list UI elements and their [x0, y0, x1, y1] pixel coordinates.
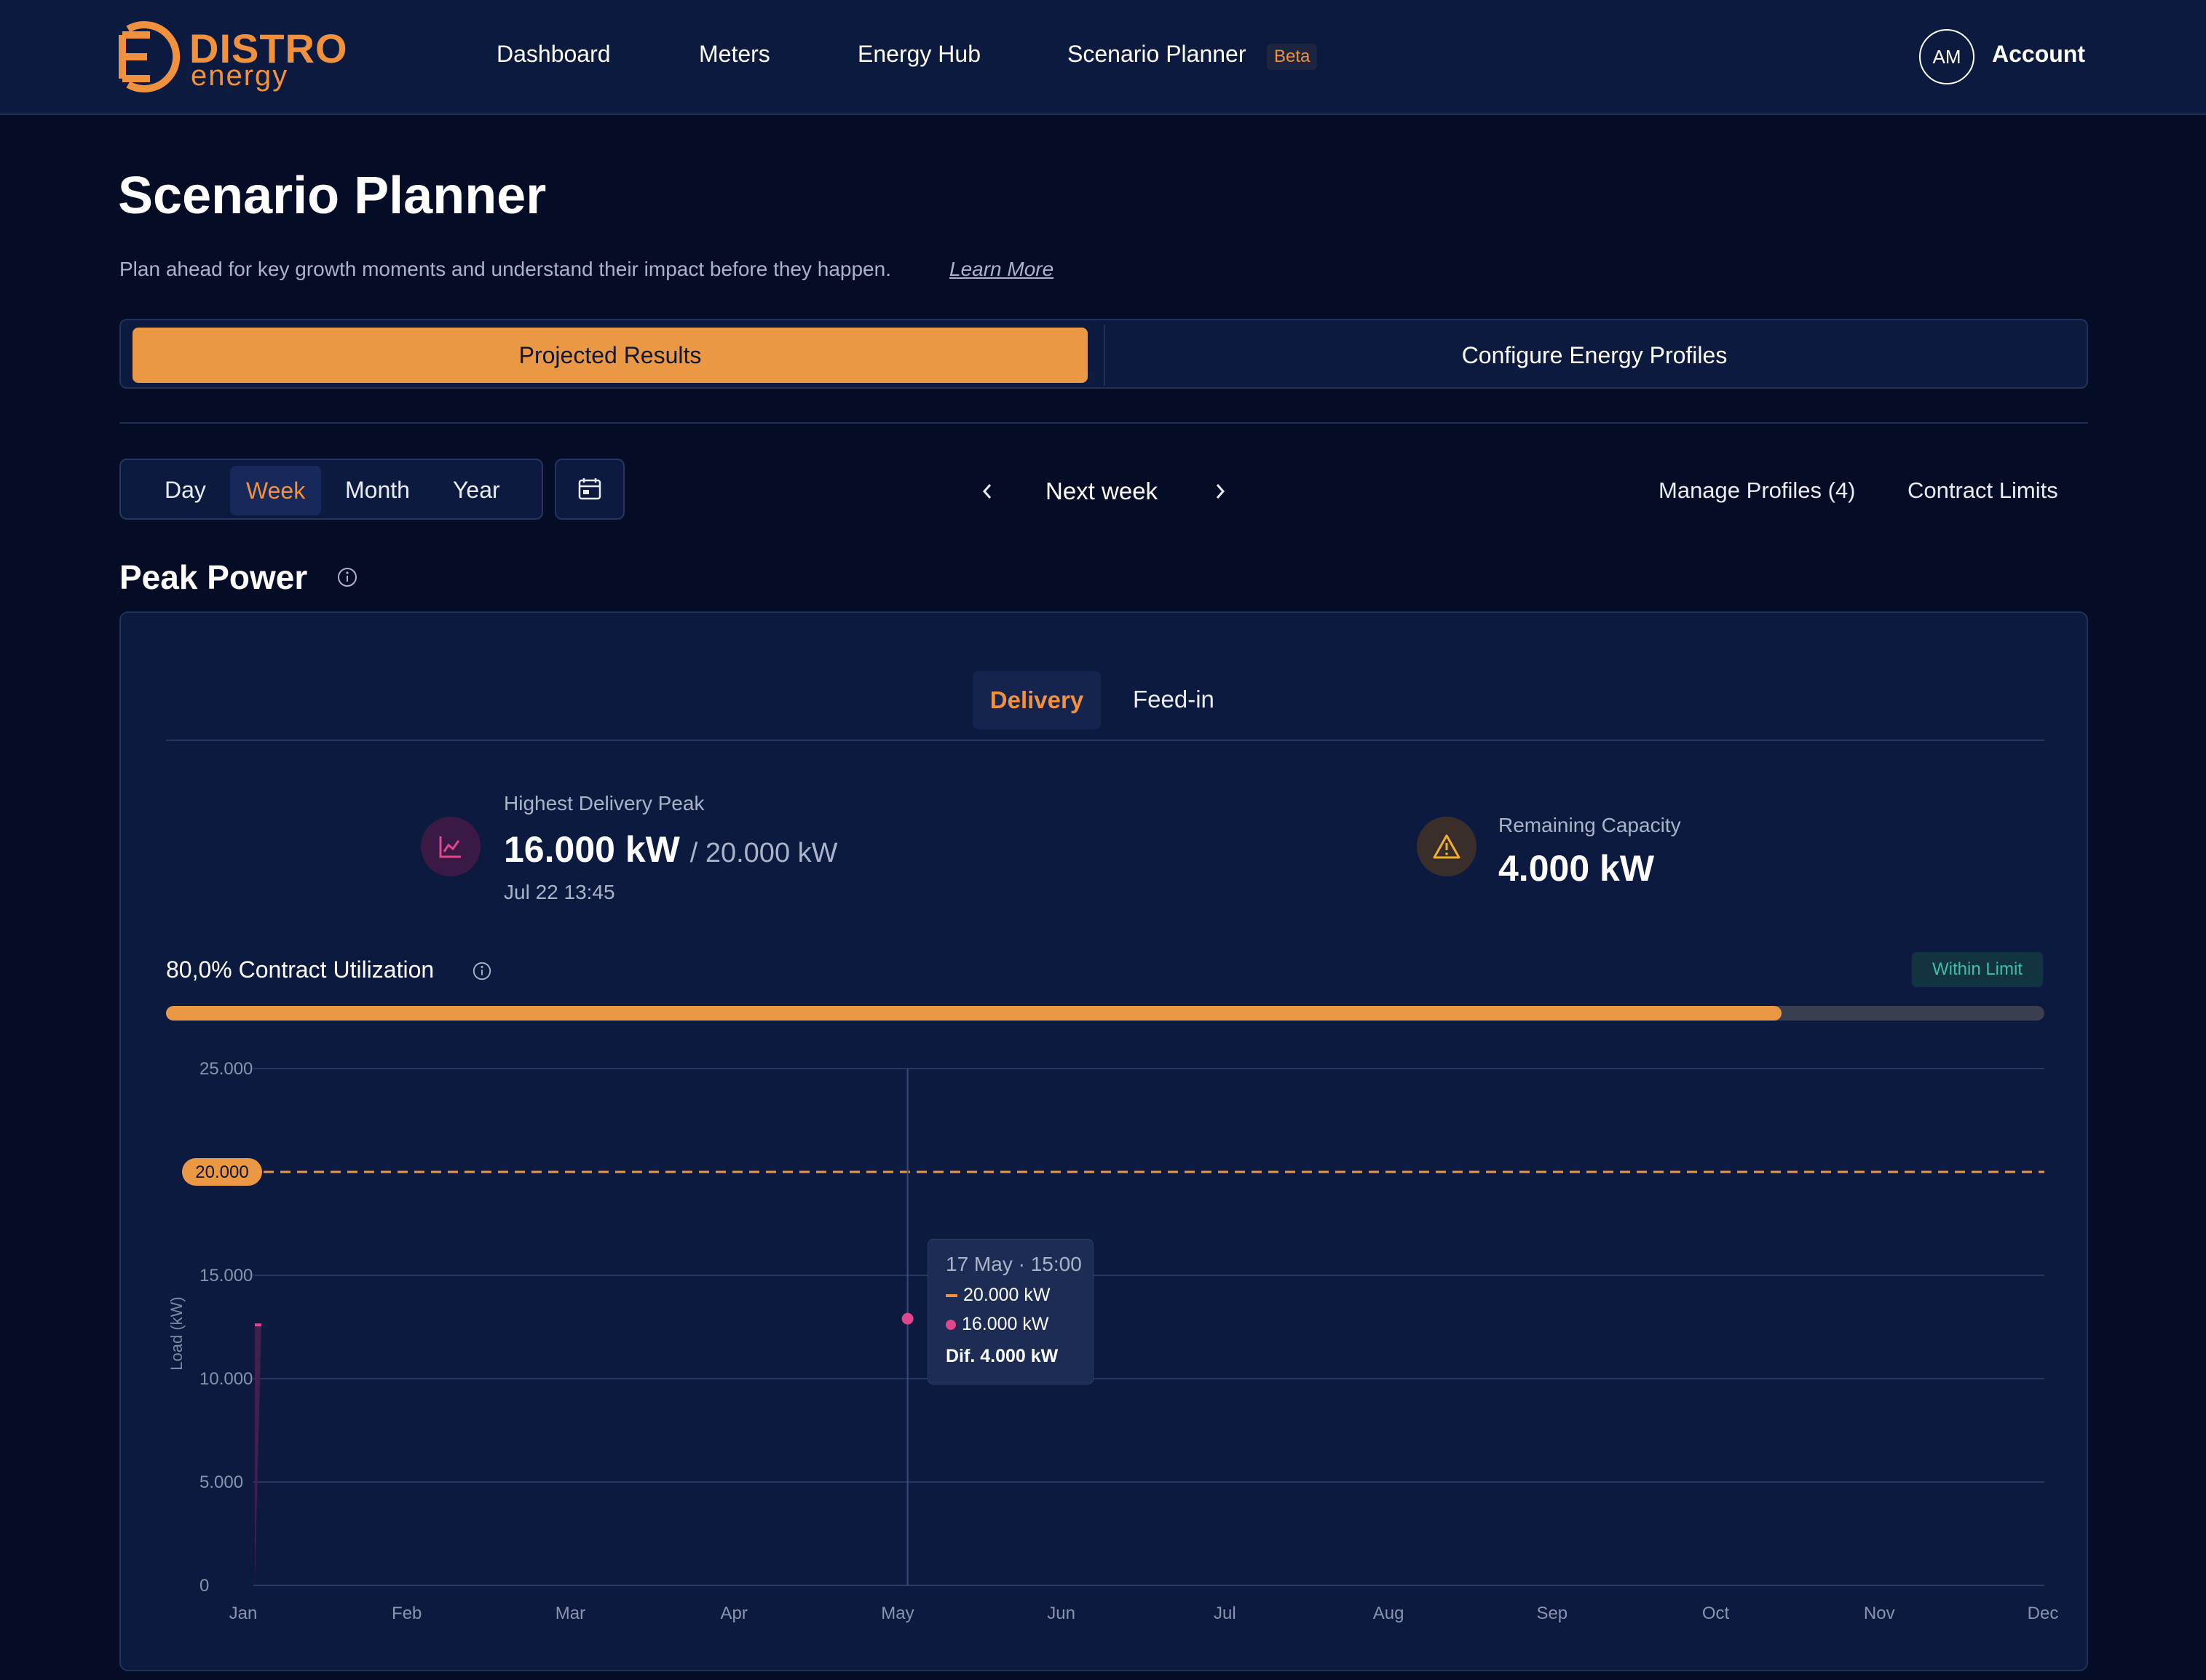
series-area	[255, 1325, 261, 1585]
section-title-peak-power: Peak Power	[119, 558, 308, 596]
limit-legend-dash	[946, 1294, 957, 1298]
peak-stat-value-group: 16.000 kW / 20.000 kW	[504, 828, 838, 871]
x-tick-label: Mar	[556, 1604, 585, 1623]
utilization-label: 80,0% Contract Utilization	[166, 956, 435, 983]
range-year[interactable]: Year	[453, 477, 500, 503]
y-tick-label: 10.000	[199, 1369, 253, 1389]
nav-energy-hub[interactable]: Energy Hub	[858, 41, 981, 67]
remaining-stat-icon-wrap	[1417, 817, 1476, 876]
page-subtitle: Plan ahead for key growth moments and un…	[119, 258, 891, 280]
utilization-info-icon[interactable]	[472, 961, 492, 981]
peak-stat-time: Jul 22 13:45	[504, 881, 615, 903]
brand-name: DISTRO	[189, 25, 348, 71]
tooltip-limit-row: 20.000 kW	[946, 1285, 1051, 1306]
range-week[interactable]: Week	[230, 466, 322, 515]
contract-limit-label: 20.000	[195, 1162, 248, 1182]
nav-scenario-planner[interactable]: Scenario Planner	[1067, 41, 1246, 67]
status-badge: Within Limit	[1912, 952, 2043, 987]
info-icon[interactable]	[336, 566, 358, 588]
nav-dashboard[interactable]: Dashboard	[497, 41, 611, 67]
y-tick-label: 0	[199, 1576, 209, 1596]
range-month[interactable]: Month	[345, 477, 410, 503]
range-day[interactable]: Day	[165, 477, 206, 503]
range-selector: Day Week Month Year	[119, 459, 543, 520]
hover-point	[901, 1312, 914, 1325]
top-navigation-bar: DISTRO energy Dashboard Meters Energy Hu…	[0, 0, 2206, 115]
tooltip-limit-value: 20.000 kW	[963, 1285, 1051, 1305]
tooltip-difference: Dif. 4.000 kW	[946, 1346, 1059, 1366]
y-tick-label: 5.000	[199, 1473, 243, 1492]
learn-more-link[interactable]: Learn More	[949, 258, 1054, 280]
y-axis-label: Load (kW)	[167, 1296, 186, 1370]
tooltip-load-value: 16.000 kW	[962, 1314, 1049, 1334]
y-tick-label: 25.000	[199, 1059, 253, 1079]
remaining-stat-value: 4.000 kW	[1498, 848, 1655, 889]
tab-delivery[interactable]: Delivery	[973, 671, 1101, 729]
tab-feed-in[interactable]: Feed-in	[1133, 686, 1214, 713]
peak-power-card: Delivery Feed-in Highest Delivery Peak 1…	[119, 611, 2088, 1671]
x-tick-label: Feb	[392, 1604, 422, 1623]
x-tick-label: May	[881, 1604, 914, 1623]
peak-stat-limit: / 20.000 kW	[689, 838, 838, 868]
card-divider	[166, 740, 2044, 741]
calendar-button[interactable]	[555, 459, 625, 520]
x-tick-label: Jan	[229, 1604, 258, 1623]
contract-limits-button[interactable]: Contract Limits	[1907, 478, 2058, 503]
tab-projected-results[interactable]: Projected Results	[133, 328, 1088, 383]
peak-power-chart: 20.000 0 5.000 10.000 15.000 25.000 Jan Feb Ma…	[167, 1059, 2059, 1623]
peak-stat-icon-wrap	[421, 817, 481, 876]
x-tick-label: Dec	[2028, 1604, 2059, 1623]
chart-tooltip: 17 May · 15:00 20.000 kW 16.000 kW Dif. …	[928, 1239, 1094, 1384]
logo-mark-icon	[119, 21, 181, 92]
tooltip-title: 17 May · 15:00	[946, 1253, 1082, 1275]
y-tick-label: 15.000	[199, 1266, 253, 1285]
beta-badge: Beta	[1267, 44, 1318, 70]
tab-configure-energy-profiles[interactable]: Configure Energy Profiles	[1461, 341, 1728, 368]
main-tab-strip: Projected Results Configure Energy Profi…	[119, 319, 2088, 389]
nav-meters[interactable]: Meters	[699, 41, 770, 67]
section-divider	[119, 422, 2088, 424]
previous-period-icon[interactable]	[979, 480, 996, 502]
peak-stat-label: Highest Delivery Peak	[504, 792, 705, 815]
tooltip-load-row: 16.000 kW	[946, 1314, 1049, 1335]
avatar[interactable]: AM	[1919, 29, 1974, 84]
remaining-stat-label: Remaining Capacity	[1498, 814, 1681, 836]
contract-limit-badge	[182, 1158, 262, 1186]
manage-profiles-button[interactable]: Manage Profiles (4)	[1659, 478, 1856, 503]
next-period-icon[interactable]	[1211, 480, 1229, 502]
page-title: Scenario Planner	[118, 167, 547, 225]
warning-icon	[1433, 834, 1460, 859]
x-tick-label: Jul	[1214, 1604, 1236, 1623]
x-tick-label: Nov	[1864, 1604, 1895, 1623]
x-tick-label: Jun	[1047, 1604, 1075, 1623]
line-chart-icon	[439, 836, 461, 858]
brand-logo[interactable]: DISTRO energy	[118, 20, 351, 93]
x-tick-label: Oct	[1702, 1604, 1730, 1623]
period-label: Next week	[1045, 478, 1158, 504]
x-tick-label: Sep	[1536, 1604, 1567, 1623]
utilization-progress-fill	[166, 1006, 1782, 1021]
account-menu[interactable]: Account	[1992, 41, 2085, 67]
brand-tagline: energy	[191, 60, 289, 92]
tab-divider	[1104, 325, 1105, 386]
calendar-icon	[578, 478, 601, 500]
load-legend-dot	[946, 1320, 956, 1331]
peak-stat-value: 16.000 kW	[504, 829, 680, 870]
utilization-progress-track	[166, 1006, 2044, 1021]
x-tick-label: Apr	[721, 1604, 748, 1623]
x-tick-label: Aug	[1373, 1604, 1404, 1623]
